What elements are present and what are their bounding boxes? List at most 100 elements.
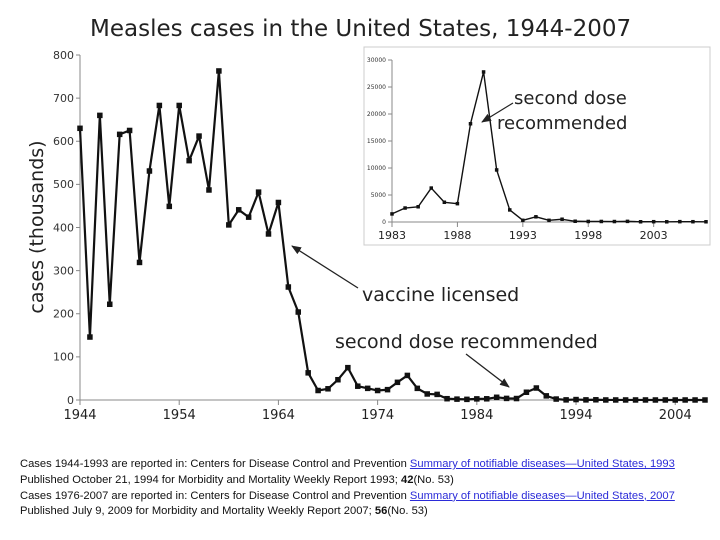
inset-y-tick-label: 30000 xyxy=(367,57,386,64)
inset-data-point xyxy=(678,219,682,224)
main-data-point xyxy=(503,395,510,402)
main-y-tick-label: 800 xyxy=(53,49,74,62)
measles-chart: Measles cases in the United States, 1944… xyxy=(26,16,711,423)
y-axis-label: cases (thousands) xyxy=(26,140,48,313)
main-data-point xyxy=(444,395,450,402)
main-data-point xyxy=(355,383,361,389)
inset-x-tick-label: 1998 xyxy=(574,229,602,242)
main-data-point xyxy=(146,168,153,174)
second-dose-arrow xyxy=(465,353,510,388)
main-data-point xyxy=(156,102,163,109)
main-x-tick-label: 1984 xyxy=(460,408,493,423)
main-data-point xyxy=(345,364,351,371)
main-x-tick-label: 1974 xyxy=(361,408,394,423)
inset-data-point xyxy=(468,122,473,126)
inset-second-dose-label-line2: recommended xyxy=(497,113,627,134)
inset-x-tick-label: 1993 xyxy=(509,229,537,242)
main-data-point xyxy=(662,397,669,403)
main-x-tick-label: 1954 xyxy=(163,408,196,423)
inset-data-point xyxy=(612,219,617,224)
inset-x-tick-label: 2003 xyxy=(640,229,668,242)
main-y-tick-label: 100 xyxy=(53,351,74,364)
source-link-2007[interactable]: Summary of notifiable diseases—United St… xyxy=(409,489,675,502)
main-data-point xyxy=(97,112,103,119)
main-data-point xyxy=(553,396,559,402)
main-data-point xyxy=(523,389,530,395)
inset-y-tick-label: 5000 xyxy=(371,192,386,199)
inset-data-point xyxy=(665,220,669,224)
caption-line-1: Cases 1944-1993 are reported in: Centers… xyxy=(20,458,675,486)
inset-y-tick-label: 20000 xyxy=(367,111,386,118)
annotations: vaccine licensed second dose recommended… xyxy=(291,88,633,388)
vaccine-licensed-arrow xyxy=(291,245,359,289)
main-plot: 0 100 200 300 400 500 600 700 800 1944 1954 1964 197… xyxy=(53,49,708,423)
main-y-tick-label: 400 xyxy=(53,221,74,234)
main-data-point xyxy=(583,397,589,403)
inset-data-point xyxy=(560,217,564,222)
vaccine-licensed-label: vaccine licensed xyxy=(362,284,519,306)
main-data-point xyxy=(166,203,173,210)
inset-x-tick-label: 1983 xyxy=(378,229,406,242)
main-data-point xyxy=(235,207,242,213)
main-data-point xyxy=(513,395,520,402)
main-y-tick-label: 300 xyxy=(53,264,74,277)
main-data-point xyxy=(384,386,391,393)
main-data-point xyxy=(325,386,331,392)
main-data-point xyxy=(285,284,292,290)
main-data-point xyxy=(454,396,460,402)
inset-data-point xyxy=(403,206,407,210)
main-data-point xyxy=(295,309,302,315)
main-data-point xyxy=(275,199,282,206)
inset-y-tick-label: 10000 xyxy=(367,165,386,172)
inset-data-point xyxy=(691,219,695,224)
main-x-tick-label: 1994 xyxy=(559,408,592,423)
main-data-point xyxy=(682,397,688,403)
main-data-point xyxy=(315,387,321,394)
source-link-1993[interactable]: Summary of notifiable diseases—United St… xyxy=(409,458,675,470)
inset-data-point xyxy=(704,220,708,224)
main-data-point xyxy=(424,391,430,397)
main-data-point xyxy=(196,133,202,139)
inset-x-tick-label: 1988 xyxy=(443,229,471,242)
main-data-point xyxy=(87,334,93,340)
inset-data-point xyxy=(455,201,460,206)
inset-second-dose-label: second dose recommended xyxy=(497,88,633,134)
main-data-point xyxy=(702,397,708,403)
main-data-point xyxy=(543,393,550,399)
main-data-point xyxy=(265,231,272,237)
main-data-point xyxy=(136,259,143,266)
main-data-point xyxy=(107,301,113,308)
main-data-point xyxy=(672,397,678,403)
main-data-point xyxy=(404,372,411,379)
source-caption: Cases 1944-1993 are reported in: Centers… xyxy=(20,457,710,520)
main-data-point xyxy=(245,214,252,220)
inset-data-point xyxy=(534,215,538,219)
main-data-point xyxy=(593,397,599,403)
inset-data-point xyxy=(416,205,420,209)
main-data-point xyxy=(335,376,341,383)
caption-line-2: Cases 1976-2007 are reported in: Centers… xyxy=(20,489,675,518)
main-y-tick-label: 700 xyxy=(53,92,74,105)
inset-data-point xyxy=(390,212,394,216)
main-data-point xyxy=(652,397,659,403)
inset-y-tick-label: 15000 xyxy=(367,138,386,145)
main-data-point xyxy=(632,397,639,403)
main-data-point xyxy=(186,157,192,164)
main-data-point xyxy=(116,131,123,138)
inset-data-point xyxy=(442,200,447,205)
main-data-point xyxy=(642,397,649,403)
inset-data-point xyxy=(638,220,643,224)
chart-title: Measles cases in the United States, 1944… xyxy=(90,16,631,42)
main-data-point xyxy=(77,125,83,132)
main-data-point xyxy=(563,397,569,403)
main-data-point xyxy=(533,385,540,391)
main-data-point xyxy=(493,394,500,401)
inset-data-point xyxy=(599,219,604,224)
main-data-point xyxy=(622,397,629,403)
main-data-point xyxy=(305,370,311,376)
inset-data-point xyxy=(651,219,656,224)
inset-data-point xyxy=(573,219,577,224)
main-data-point xyxy=(603,397,609,403)
main-data-point xyxy=(474,396,480,402)
main-data-point xyxy=(692,397,698,403)
